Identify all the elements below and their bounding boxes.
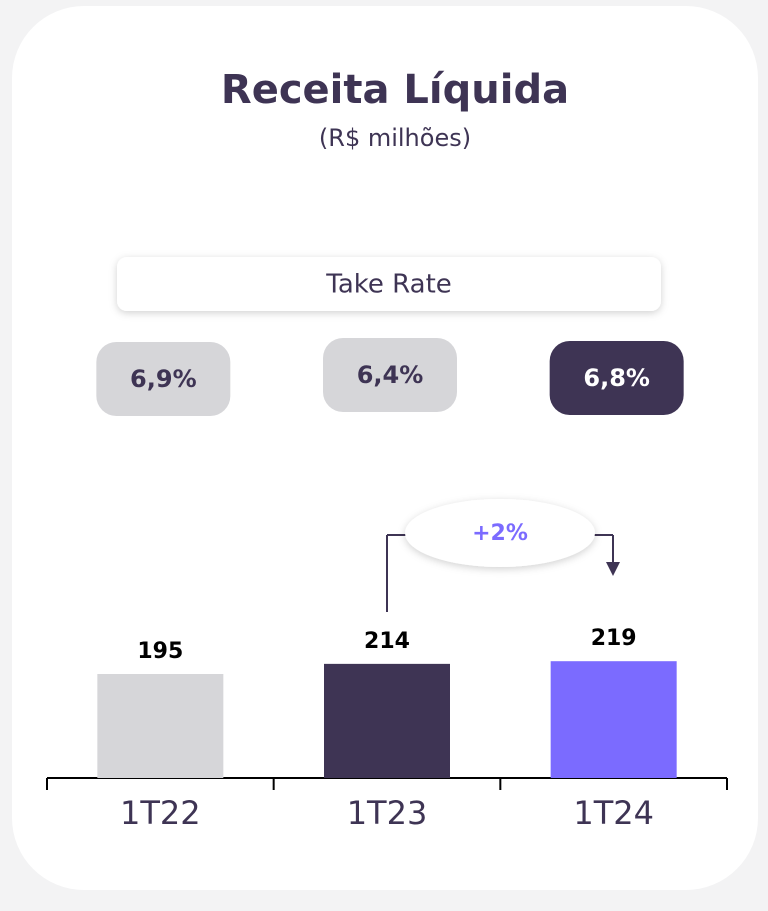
chart-title: Receita Líquida <box>221 67 569 113</box>
x-tick-label: 1T22 <box>120 794 201 832</box>
value-label: 214 <box>364 629 410 654</box>
growth-label: +2% <box>472 521 528 546</box>
growth-badge <box>405 499 595 567</box>
take-rate-value: 6,9% <box>130 365 197 393</box>
x-tick-label: 1T24 <box>573 794 654 832</box>
take-rate-value: 6,8% <box>583 364 650 392</box>
take-rate-label: Take Rate <box>325 270 452 300</box>
take-rate-pill <box>323 338 457 412</box>
bar <box>97 674 224 778</box>
x-tick-label: 1T23 <box>347 794 428 832</box>
take-rate-value: 6,4% <box>357 361 424 389</box>
value-label: 195 <box>137 639 183 664</box>
take-rate-box <box>117 257 661 311</box>
take-rate-pill <box>549 341 684 415</box>
bar <box>324 663 450 778</box>
chart-subtitle: (R$ milhões) <box>319 124 471 152</box>
value-label: 219 <box>591 626 637 651</box>
take-rate-pill <box>96 342 231 416</box>
bar <box>550 661 677 778</box>
arrow-head <box>606 562 620 576</box>
